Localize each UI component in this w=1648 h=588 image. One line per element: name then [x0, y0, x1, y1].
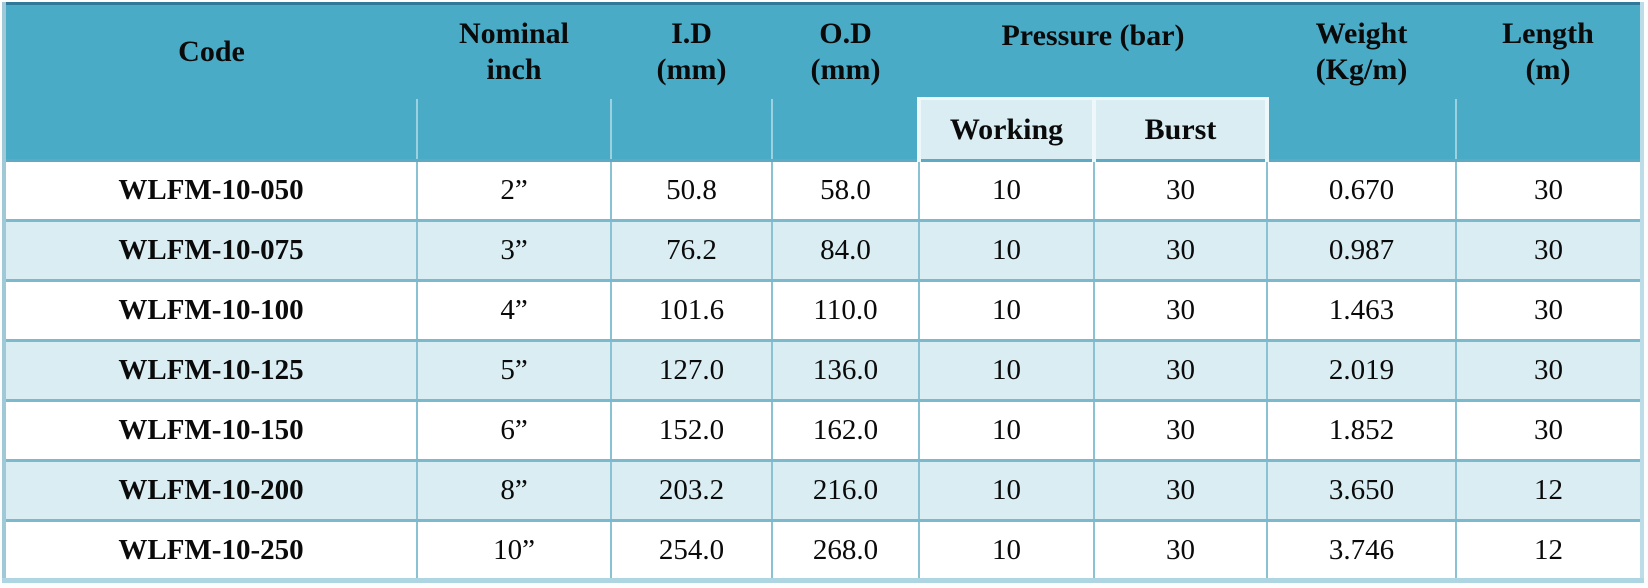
cell-nominal-inch: 4”	[416, 279, 611, 341]
col-header-code: Code	[4, 2, 417, 99]
cell-weight: 1.852	[1266, 399, 1456, 461]
cell-weight: 2.019	[1266, 339, 1456, 401]
cell-length: 30	[1455, 279, 1642, 341]
cell-od-mm: 84.0	[771, 219, 919, 281]
cell-weight: 3.650	[1266, 459, 1456, 521]
cell-id-mm: 101.6	[610, 279, 772, 341]
col-header-weight: Weight (Kg/m)	[1267, 2, 1456, 99]
cell-length: 30	[1455, 159, 1642, 221]
cell-code: WLFM-10-125	[4, 339, 417, 401]
header-filler-length	[1455, 98, 1642, 161]
table-row: WLFM-10-075 3” 76.2 84.0 10 30 0.987 30	[4, 219, 1642, 281]
cell-od-mm: 216.0	[771, 459, 919, 521]
cell-id-mm: 254.0	[610, 519, 772, 581]
col-header-nominal-inch: Nominal inch	[417, 2, 611, 99]
table-row: WLFM-10-200 8” 203.2 216.0 10 30 3.650 1…	[4, 459, 1642, 521]
table-row: WLFM-10-250 10” 254.0 268.0 10 30 3.746 …	[4, 519, 1642, 581]
header-filler-code	[4, 98, 417, 161]
cell-id-mm: 127.0	[610, 339, 772, 401]
col-header-working-pressure: Working	[917, 97, 1096, 161]
cell-burst-pressure: 30	[1093, 399, 1267, 461]
cell-burst-pressure: 30	[1093, 459, 1267, 521]
col-header-length: Length (m)	[1456, 2, 1642, 99]
col-header-burst-pressure: Burst	[1092, 97, 1269, 161]
cell-nominal-inch: 6”	[416, 399, 611, 461]
cell-code: WLFM-10-200	[4, 459, 417, 521]
cell-nominal-inch: 2”	[416, 159, 611, 221]
cell-burst-pressure: 30	[1093, 219, 1267, 281]
cell-id-mm: 50.8	[610, 159, 772, 221]
cell-weight: 1.463	[1266, 279, 1456, 341]
cell-length: 12	[1455, 459, 1642, 521]
table-row: WLFM-10-050 2” 50.8 58.0 10 30 0.670 30	[4, 159, 1642, 221]
table-header: Code Nominal inch I.D (mm) O.D (mm) Pressur…	[4, 2, 1642, 161]
cell-working-pressure: 10	[918, 339, 1094, 401]
cell-weight: 0.987	[1266, 219, 1456, 281]
table-body: WLFM-10-050 2” 50.8 58.0 10 30 0.670 30 …	[4, 159, 1642, 581]
cell-od-mm: 268.0	[771, 519, 919, 581]
cell-od-mm: 136.0	[771, 339, 919, 401]
header-row-sub: Working Burst	[4, 97, 1642, 161]
cell-code: WLFM-10-075	[4, 219, 417, 281]
cell-burst-pressure: 30	[1093, 279, 1267, 341]
cell-nominal-inch: 5”	[416, 339, 611, 401]
cell-od-mm: 162.0	[771, 399, 919, 461]
cell-id-mm: 152.0	[610, 399, 772, 461]
cell-code: WLFM-10-050	[4, 159, 417, 221]
header-filler-nominal	[416, 98, 611, 161]
cell-length: 30	[1455, 399, 1642, 461]
cell-nominal-inch: 10”	[416, 519, 611, 581]
cell-burst-pressure: 30	[1093, 339, 1267, 401]
cell-weight: 3.746	[1266, 519, 1456, 581]
cell-length: 30	[1455, 219, 1642, 281]
cell-id-mm: 76.2	[610, 219, 772, 281]
table-row: WLFM-10-100 4” 101.6 110.0 10 30 1.463 3…	[4, 279, 1642, 341]
cell-working-pressure: 10	[918, 219, 1094, 281]
cell-burst-pressure: 30	[1093, 519, 1267, 581]
cell-id-mm: 203.2	[610, 459, 772, 521]
col-header-pressure-bar: Pressure (bar)	[919, 2, 1267, 99]
cell-nominal-inch: 3”	[416, 219, 611, 281]
cell-code: WLFM-10-100	[4, 279, 417, 341]
cell-od-mm: 58.0	[771, 159, 919, 221]
col-header-id-mm: I.D (mm)	[611, 2, 772, 99]
cell-working-pressure: 10	[918, 399, 1094, 461]
cell-working-pressure: 10	[918, 459, 1094, 521]
cell-length: 30	[1455, 339, 1642, 401]
header-filler-id	[610, 98, 772, 161]
cell-burst-pressure: 30	[1093, 159, 1267, 221]
cell-working-pressure: 10	[918, 159, 1094, 221]
table-row: WLFM-10-125 5” 127.0 136.0 10 30 2.019 3…	[4, 339, 1642, 401]
table-row: WLFM-10-150 6” 152.0 162.0 10 30 1.852 3…	[4, 399, 1642, 461]
header-filler-weight	[1266, 98, 1456, 161]
cell-code: WLFM-10-250	[4, 519, 417, 581]
header-filler-od	[771, 98, 919, 161]
cell-working-pressure: 10	[918, 519, 1094, 581]
cell-working-pressure: 10	[918, 279, 1094, 341]
cell-code: WLFM-10-150	[4, 399, 417, 461]
cell-weight: 0.670	[1266, 159, 1456, 221]
cell-length: 12	[1455, 519, 1642, 581]
cell-nominal-inch: 8”	[416, 459, 611, 521]
cell-od-mm: 110.0	[771, 279, 919, 341]
header-row-main: Code Nominal inch I.D (mm) O.D (mm) Pressur…	[4, 2, 1642, 99]
col-header-od-mm: O.D (mm)	[772, 2, 919, 99]
